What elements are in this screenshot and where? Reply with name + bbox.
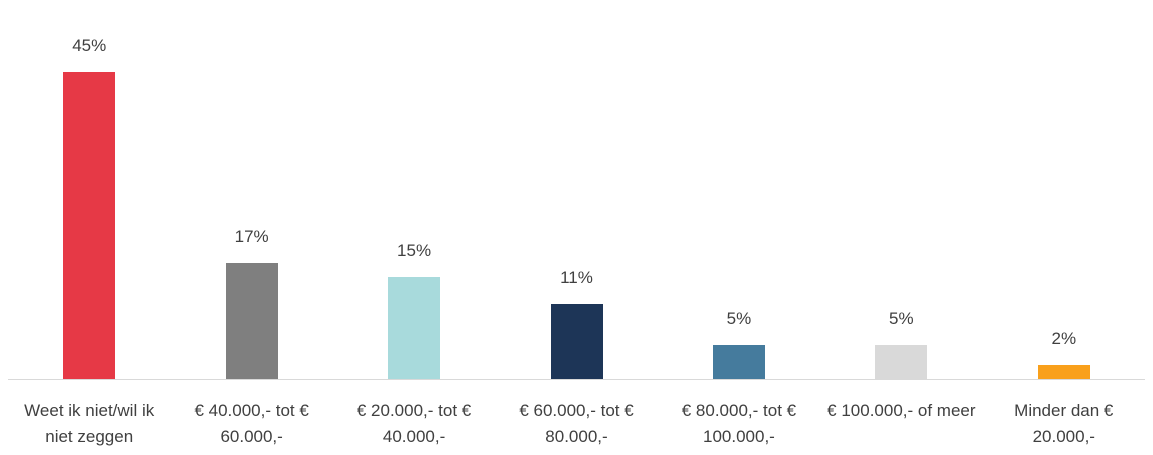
- baseline: [8, 379, 1145, 380]
- bar: [875, 344, 928, 379]
- bar: [712, 344, 765, 379]
- x-tick-label: € 60.000,- tot € 80.000,-: [519, 401, 634, 446]
- x-tick-label: € 80.000,- tot € 100.000,-: [681, 401, 797, 446]
- bar: [550, 303, 603, 379]
- bar: [388, 276, 441, 379]
- bar: [225, 263, 278, 379]
- bar: [63, 72, 116, 379]
- bar: [1037, 365, 1090, 379]
- x-tick-label: € 40.000,- tot € 60.000,-: [194, 401, 309, 446]
- value-label: 15%: [397, 240, 432, 260]
- x-tick-label: Minder dan € 20.000,-: [1014, 401, 1114, 446]
- value-label: 5%: [889, 308, 914, 328]
- value-label: 45%: [72, 36, 107, 55]
- value-label: 17%: [234, 227, 269, 247]
- x-tick-label: € 100.000,- of meer: [827, 401, 976, 420]
- value-label: 11%: [560, 267, 593, 287]
- x-tick-label: € 20.000,- tot € 40.000,-: [356, 401, 472, 446]
- x-tick-label: Weet ik niet/wil ik niet zeggen: [24, 401, 155, 446]
- value-label: 5%: [726, 308, 752, 328]
- value-label: 2%: [1051, 329, 1077, 349]
